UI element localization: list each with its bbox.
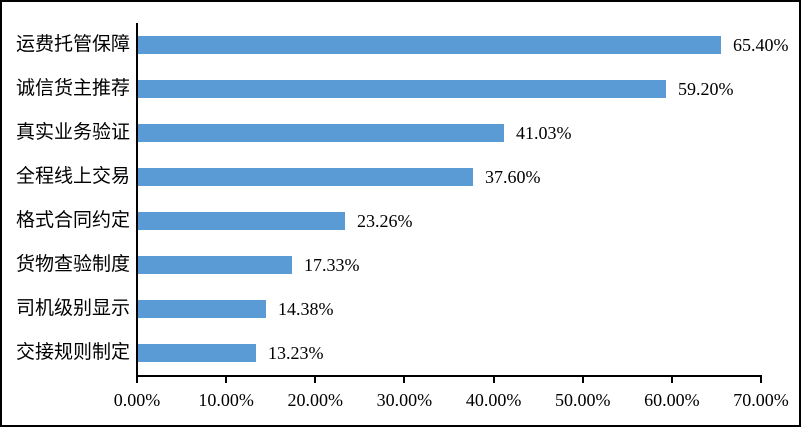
x-axis-tick-label: 60.00% (644, 390, 700, 410)
bar (138, 300, 266, 318)
x-axis-tick (225, 377, 228, 383)
x-axis-tick-label: 20.00% (287, 390, 344, 410)
x-axis-tick-label: 40.00% (465, 390, 522, 410)
value-label: 59.20% (678, 79, 734, 99)
category-label: 真实业务验证 (15, 122, 130, 143)
bar (138, 80, 666, 98)
bar (138, 124, 504, 142)
category-label: 交接规则制定 (15, 342, 130, 363)
x-axis-line (136, 375, 762, 377)
x-axis-tick-label: 30.00% (376, 390, 433, 410)
value-label: 41.03% (516, 123, 572, 143)
value-label: 14.38% (278, 299, 334, 319)
x-axis-tick (136, 377, 138, 383)
x-axis-tick-label: 0.00% (113, 390, 161, 410)
x-axis-tick (314, 377, 317, 383)
x-axis-tick (581, 377, 584, 383)
category-label: 格式合同约定 (15, 210, 130, 231)
category-label: 货物查验制度 (15, 254, 130, 275)
category-label: 司机级别显示 (15, 298, 130, 319)
bar (138, 36, 721, 54)
category-label: 运费托管保障 (15, 34, 130, 55)
x-axis-tick (492, 377, 495, 383)
bar (138, 256, 292, 274)
value-label: 65.40% (733, 35, 789, 55)
y-axis-line (136, 23, 138, 377)
x-axis-tick (403, 377, 406, 383)
value-label: 23.26% (357, 211, 413, 231)
bar (138, 168, 473, 186)
value-label: 13.23% (268, 343, 324, 363)
bar (138, 344, 256, 362)
bar (138, 212, 345, 230)
category-label: 全程线上交易 (15, 166, 130, 187)
x-axis-tick-label: 70.00% (733, 390, 789, 410)
x-axis-tick-label: 50.00% (554, 390, 611, 410)
x-axis-tick-label: 10.00% (198, 390, 254, 410)
x-axis-tick (760, 377, 762, 383)
value-label: 37.60% (485, 167, 541, 187)
category-label: 诚信货主推荐 (15, 78, 130, 99)
x-axis-tick (670, 377, 673, 383)
value-label: 17.33% (304, 255, 360, 275)
